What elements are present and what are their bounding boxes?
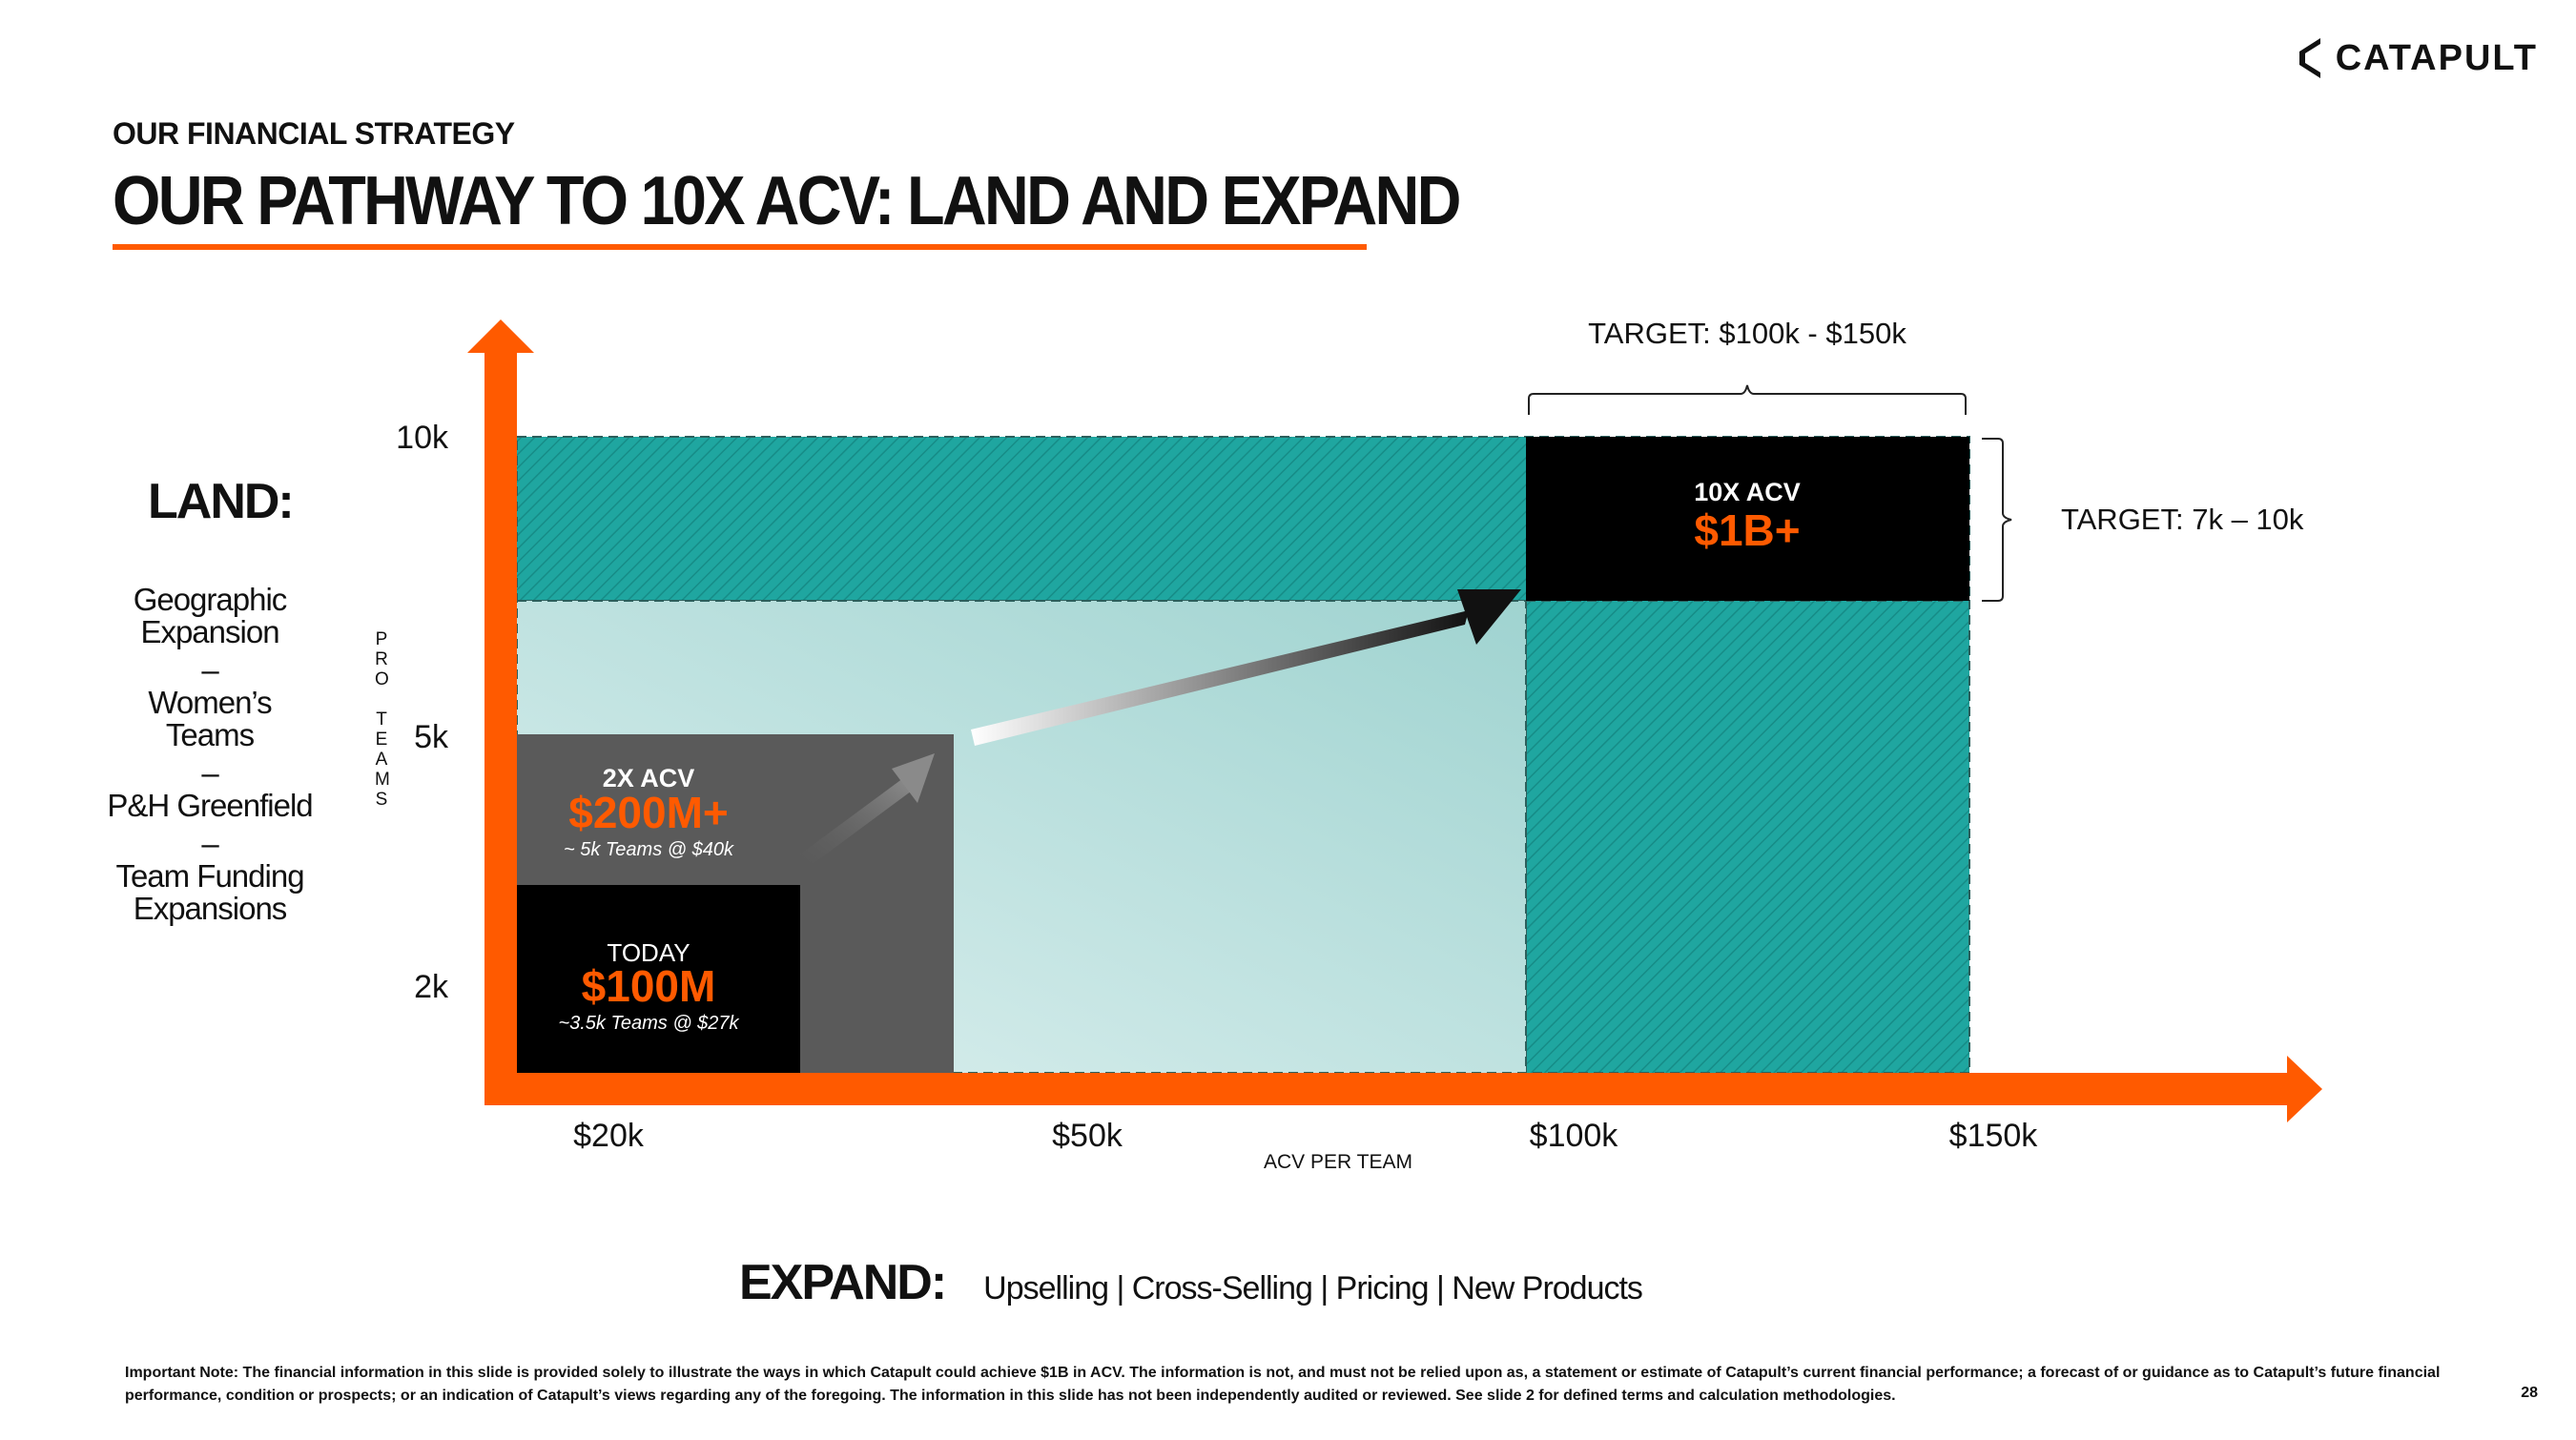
- growth-arrow-large: [971, 589, 1521, 746]
- y-axis-label-char: P: [375, 629, 388, 649]
- box-10x: [1526, 437, 1969, 601]
- y-axis-label-char: O: [375, 669, 389, 689]
- page-title: OUR PATHWAY TO 10X ACV: LAND AND EXPAND: [113, 163, 1461, 239]
- y-tick-label: 2k: [414, 969, 449, 1005]
- box-2x-detail: ~ 5k Teams @ $40k: [564, 839, 734, 860]
- x-tick-label: $20k: [573, 1118, 645, 1154]
- x-axis: [484, 1056, 2322, 1122]
- section-kicker: OUR FINANCIAL STRATEGY: [113, 116, 515, 151]
- y-axis-label-char: R: [375, 649, 388, 669]
- land-item: Team Funding Expansions: [115, 858, 304, 926]
- acv-target-bracket: [1528, 384, 1967, 415]
- expand-region-hatched: [1525, 600, 1970, 1074]
- box-today: [517, 885, 800, 1073]
- box-today-detail: ~3.5k Teams @ $27k: [558, 1013, 739, 1034]
- y-tick-label: 5k: [414, 719, 449, 755]
- y-axis-label-char: E: [375, 730, 388, 750]
- land-item: Geographic Expansion: [133, 582, 288, 649]
- box-2x-value: $200M+: [568, 788, 729, 837]
- x-tick-label: $150k: [1949, 1118, 2039, 1154]
- box-10x-value: $1B+: [1694, 505, 1800, 555]
- land-list: Geographic Expansion – Women’s Teams – P…: [105, 584, 315, 925]
- catapult-logo: CATAPULT: [2292, 36, 2538, 80]
- land-separator: –: [201, 755, 218, 791]
- land-item: P&H Greenfield: [107, 788, 313, 823]
- x-tick-label: $100k: [1530, 1118, 1619, 1154]
- x-axis-label: ACV PER TEAM: [1264, 1151, 1412, 1173]
- logo-text: CATAPULT: [2335, 37, 2538, 78]
- expand-items: Upselling | Cross-Selling | Pricing | Ne…: [983, 1270, 1643, 1306]
- y-axis-label-char: S: [375, 790, 388, 810]
- footnote: Important Note: The financial informatio…: [125, 1365, 2441, 1404]
- teams-target-bracket: [1982, 438, 2012, 602]
- land-heading: LAND:: [148, 474, 295, 529]
- box-10x-label: 10X ACV: [1694, 478, 1801, 506]
- y-axis-label-char: T: [376, 710, 387, 730]
- expand-section: EXPAND: Upselling | Cross-Selling | Pric…: [739, 1254, 1643, 1311]
- catapult-mark-icon: [2298, 38, 2320, 78]
- title-underline: [113, 244, 1367, 250]
- y-tick-label: 10k: [396, 420, 449, 456]
- box-today-label: TODAY: [607, 938, 690, 967]
- land-item: Women’s Teams: [148, 685, 272, 752]
- teams-target-label: TARGET: 7k – 10k: [2061, 503, 2304, 536]
- acv-target-label: TARGET: $100k - $150k: [1588, 317, 1906, 350]
- x-tick-label: $50k: [1052, 1118, 1123, 1154]
- growth-arrow-small: [796, 753, 935, 870]
- box-today-value: $100M: [582, 961, 716, 1011]
- y-axis-label-char: A: [375, 750, 388, 770]
- land-separator: –: [201, 652, 218, 688]
- box-2x-label: 2X ACV: [603, 764, 695, 792]
- y-axis-label-char: M: [375, 770, 390, 790]
- page-number: 28: [2521, 1385, 2538, 1401]
- land-separator: –: [201, 826, 218, 861]
- expand-heading: EXPAND:: [739, 1255, 947, 1310]
- y-axis: [467, 319, 534, 1104]
